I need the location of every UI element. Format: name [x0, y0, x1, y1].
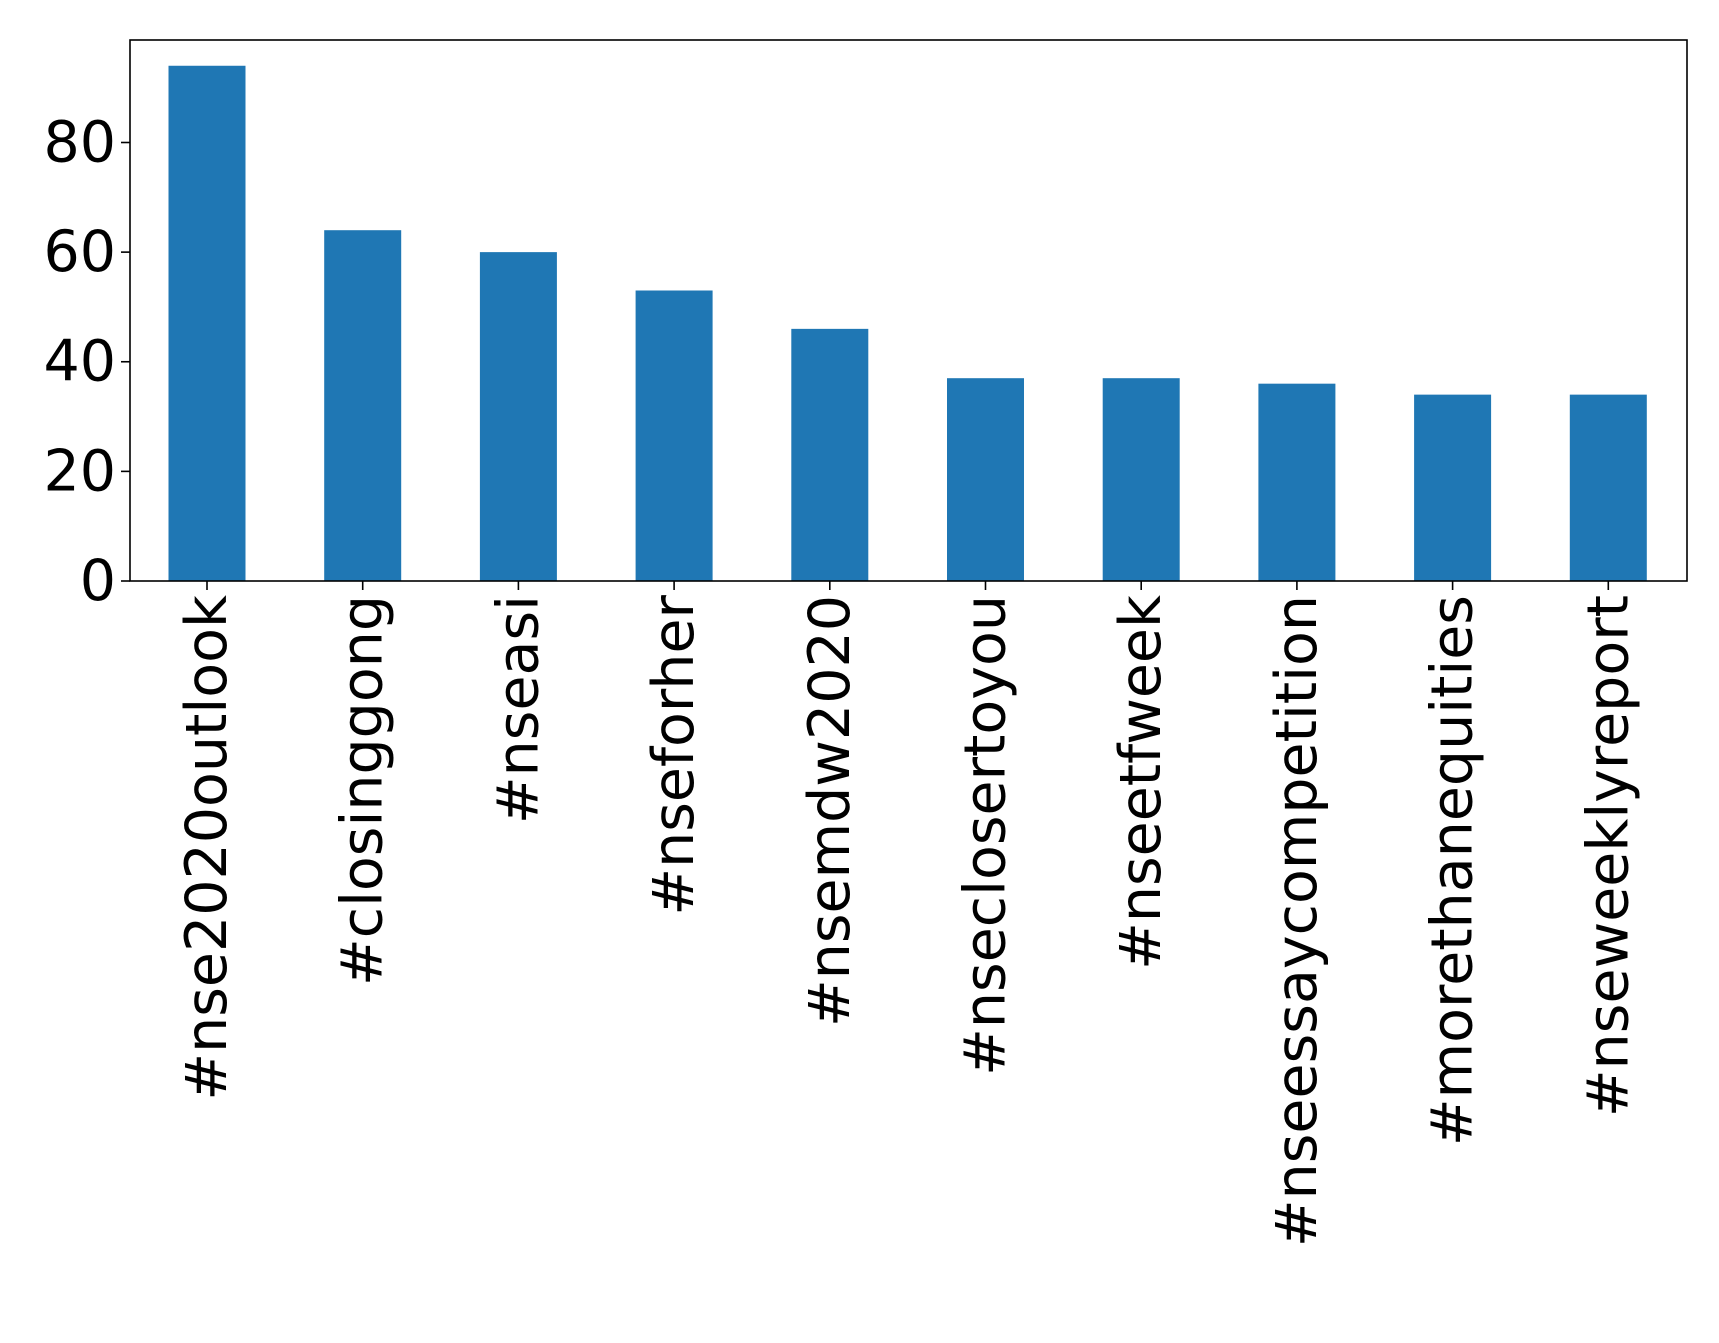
bar-6 — [1102, 378, 1180, 581]
x-tick-label: #nseessaycompetition — [1264, 595, 1330, 1247]
x-axis: #nse2020outlook #closinggong #nseasi #nsefo… — [174, 581, 1641, 1247]
y-axis: 0 20 40 60 80 — [43, 109, 130, 614]
bar-4 — [791, 328, 869, 581]
bar-9 — [1569, 394, 1647, 581]
x-tick-label: #nseasi — [485, 595, 551, 824]
x-tick-label: #morethanequities — [1420, 595, 1486, 1146]
x-tick-label: #nseforher — [641, 594, 707, 915]
bar-8 — [1414, 394, 1492, 581]
bar-7 — [1258, 383, 1336, 581]
bar-2 — [479, 252, 557, 581]
x-tick-label: #nsemdw2020 — [797, 595, 863, 1027]
x-tick-label: #nseclosertoyou — [953, 595, 1019, 1076]
y-tick-label: 20 — [43, 438, 116, 504]
x-tick-label: #closinggong — [330, 595, 396, 986]
bar-1 — [324, 230, 402, 582]
bar-0 — [168, 65, 246, 581]
bar-3 — [635, 290, 713, 581]
plot-frame — [129, 39, 1688, 582]
y-tick-label: 40 — [43, 329, 116, 395]
bars-group — [168, 65, 1647, 582]
y-tick-label: 0 — [80, 548, 116, 614]
bar-5 — [947, 378, 1024, 581]
x-tick-label: #nseweeklyreport — [1575, 595, 1641, 1117]
y-tick-label: 60 — [43, 219, 116, 285]
x-tick-label: #nseetfweek — [1108, 595, 1174, 970]
x-tick-label: #nse2020outlook — [174, 595, 240, 1101]
y-tick-label: 80 — [43, 109, 116, 175]
